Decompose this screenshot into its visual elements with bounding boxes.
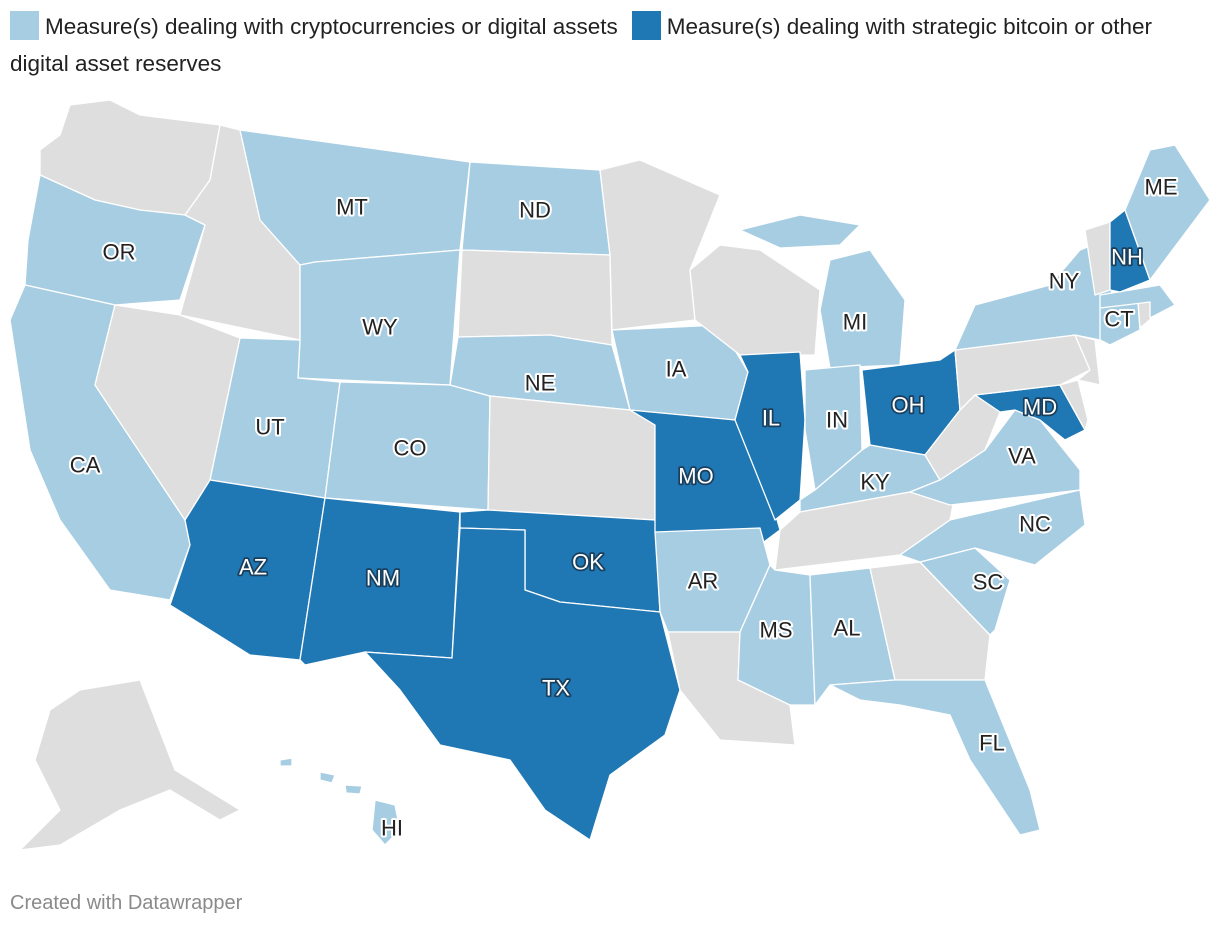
state-sd[interactable] xyxy=(457,249,613,346)
state-nj[interactable] xyxy=(1074,334,1101,386)
state-label-oh: OH xyxy=(892,393,925,418)
legend: Measure(s) dealing with cryptocurrencies… xyxy=(10,8,1210,82)
state-label-tx: TX xyxy=(542,676,570,701)
state-label-nm: NM xyxy=(366,566,400,591)
legend-swatch-reserve xyxy=(631,11,661,40)
state-wi[interactable] xyxy=(689,244,821,356)
state-label-il: IL xyxy=(762,406,780,431)
state-label-wy: WY xyxy=(362,315,398,340)
state-label-ar: AR xyxy=(688,569,719,594)
legend-label-reserve: Measure(s) dealing with strategic bitcoi… xyxy=(10,14,1152,76)
credit-text: Created with Datawrapper xyxy=(10,892,243,914)
state-label-md: MD xyxy=(1023,395,1057,420)
state-label-in: IN xyxy=(826,408,848,433)
state-ks[interactable] xyxy=(487,395,656,521)
state-de[interactable] xyxy=(1059,379,1089,431)
state-label-me: ME xyxy=(1145,175,1178,200)
state-label-mi: MI xyxy=(843,310,867,335)
legend-item-reserve[interactable]: Measure(s) dealing with strategic bitcoi… xyxy=(10,11,1152,76)
us-states-map: OR CA MT WY UT CO AZ NM ND NE OK TX IA MO AR IL MI IN OH KY… xyxy=(9,99,1211,851)
state-label-hi: HI xyxy=(381,816,403,841)
legend-item-crypto[interactable]: Measure(s) dealing with cryptocurrencies… xyxy=(10,11,618,40)
state-label-nd: ND xyxy=(519,198,551,223)
state-ak[interactable] xyxy=(19,679,241,851)
state-tx[interactable] xyxy=(364,527,681,841)
state-label-al: AL xyxy=(834,616,861,641)
state-fl[interactable] xyxy=(829,679,1041,836)
state-label-nh: NH xyxy=(1111,245,1143,270)
state-label-ia: IA xyxy=(666,357,687,382)
state-nc[interactable] xyxy=(899,489,1086,566)
state-label-ny: NY xyxy=(1049,269,1080,294)
state-ma[interactable] xyxy=(1099,284,1176,319)
state-label-fl: FL xyxy=(979,731,1005,756)
legend-label-crypto: Measure(s) dealing with cryptocurrencies… xyxy=(45,14,618,39)
state-label-va: VA xyxy=(1008,444,1036,469)
state-label-mt: MT xyxy=(336,195,368,220)
state-or[interactable] xyxy=(24,174,206,306)
state-label-mo: MO xyxy=(678,464,713,489)
state-label-ut: UT xyxy=(255,415,284,440)
state-label-ms: MS xyxy=(760,618,793,643)
state-labels-layer: OR CA MT WY UT CO AZ NM ND NE OK TX IA MO AR IL MI IN OH KY… xyxy=(68,173,1180,843)
state-nh[interactable] xyxy=(1109,209,1151,293)
state-label-co: CO xyxy=(394,436,427,461)
state-label-nc: NC xyxy=(1019,512,1051,537)
state-hi[interactable] xyxy=(279,757,401,846)
legend-swatch-crypto xyxy=(10,11,39,40)
state-label-ok: OK xyxy=(572,550,604,575)
state-il[interactable] xyxy=(734,351,806,521)
state-label-ne: NE xyxy=(525,371,556,396)
state-label-ct: CT xyxy=(1104,307,1133,332)
state-me[interactable] xyxy=(1124,144,1211,281)
state-label-ky: KY xyxy=(860,470,890,495)
state-ga[interactable] xyxy=(869,561,991,681)
state-label-ca: CA xyxy=(70,453,101,478)
state-label-az: AZ xyxy=(239,555,267,580)
states-layer xyxy=(9,99,1211,851)
state-tn[interactable] xyxy=(774,491,956,571)
state-label-sc: SC xyxy=(973,570,1004,595)
state-label-or: OR xyxy=(103,240,136,265)
